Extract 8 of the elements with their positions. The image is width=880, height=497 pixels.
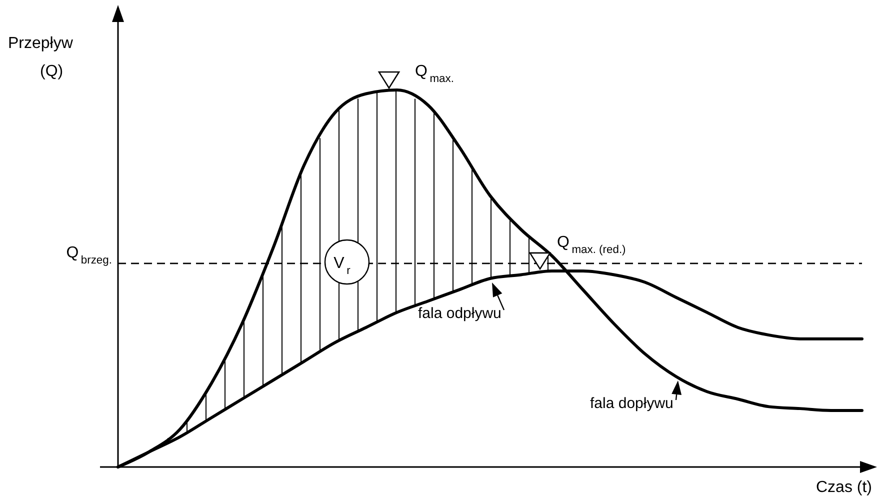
annotation: Q$_{max. (red.)}$ bbox=[557, 234, 626, 256]
text: Q$_{max.}$ bbox=[415, 63, 454, 85]
legend-label: fala dopływu bbox=[590, 395, 674, 412]
y-axis-title: Przepływ (Q) bbox=[8, 35, 74, 80]
annotation: V$_{r}$ bbox=[334, 255, 351, 277]
ref-line-label: Q$_{brzeg.}$ bbox=[66, 244, 112, 266]
x-axis-title: Czas (t) bbox=[816, 479, 872, 496]
legend-label: fala odpływu bbox=[418, 305, 502, 322]
